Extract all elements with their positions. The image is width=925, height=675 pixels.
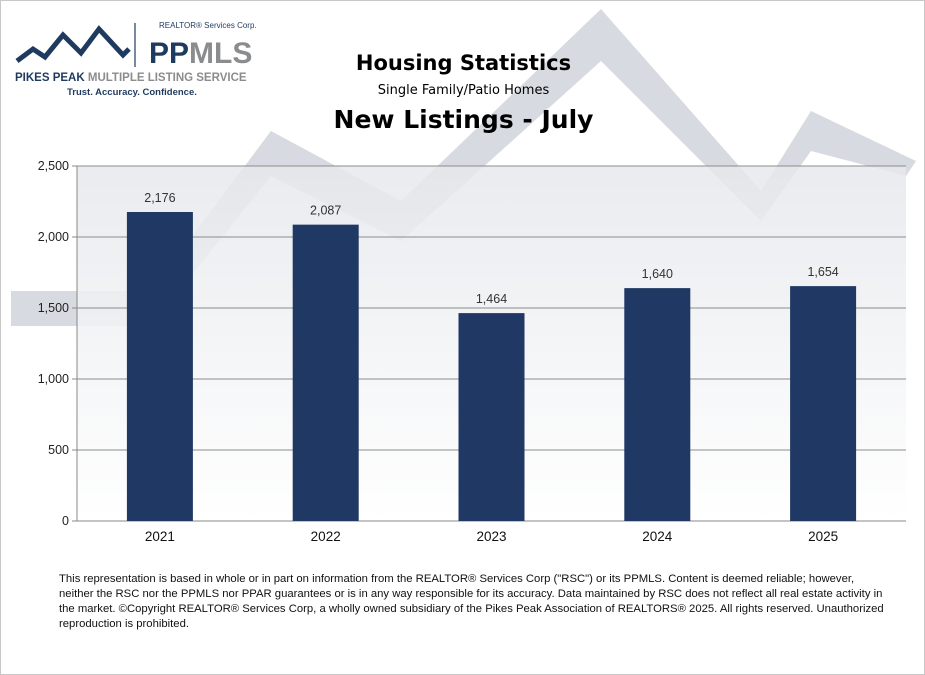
data-label: 2,176 [144,191,175,205]
bar-2025 [790,286,857,521]
y-tick-label: 1,500 [38,301,69,315]
disclaimer-text: This representation is based in whole or… [59,573,884,630]
logo-top-line: REALTOR® Services Corp. [159,21,257,30]
bar-2023 [458,313,525,521]
y-tick-label: 2,500 [38,159,69,173]
x-tick-label: 2023 [476,529,506,544]
x-tick-label: 2025 [808,529,838,544]
ppmls-logo: REALTOR® Services Corp. PPMLS PIKES PEAK… [11,17,261,99]
y-tick-label: 1,000 [38,372,69,386]
x-tick-label: 2021 [145,529,175,544]
chart-title: New Listings - July [333,105,594,134]
y-tick-label: 500 [48,443,69,457]
bar-2022 [292,224,359,521]
y-tick-label: 0 [62,514,69,528]
data-label: 1,640 [642,267,673,281]
page-subtitle: Single Family/Patio Homes [377,83,550,98]
bar-chart: 0 500 1,000 1,500 2,000 2,500 2,176 2021 2,087 20… [38,159,906,544]
x-tick-label: 2024 [642,529,673,544]
bar-2021 [126,212,193,521]
page-title: Housing Statistics [355,51,572,75]
x-tick-label: 2022 [311,529,341,544]
logo-tagline: Trust. Accuracy. Confidence. [67,87,197,98]
y-tick-label: 2,000 [38,230,69,244]
bar-2024 [624,288,691,521]
data-label: 1,464 [476,292,507,306]
data-label: 1,654 [807,265,838,279]
svg-text:PIKES PEAK MULTIPLE LISTING SE: PIKES PEAK MULTIPLE LISTING SERVICE [15,72,247,84]
svg-text:PPMLS: PPMLS [149,37,252,70]
data-label: 2,087 [310,204,341,218]
